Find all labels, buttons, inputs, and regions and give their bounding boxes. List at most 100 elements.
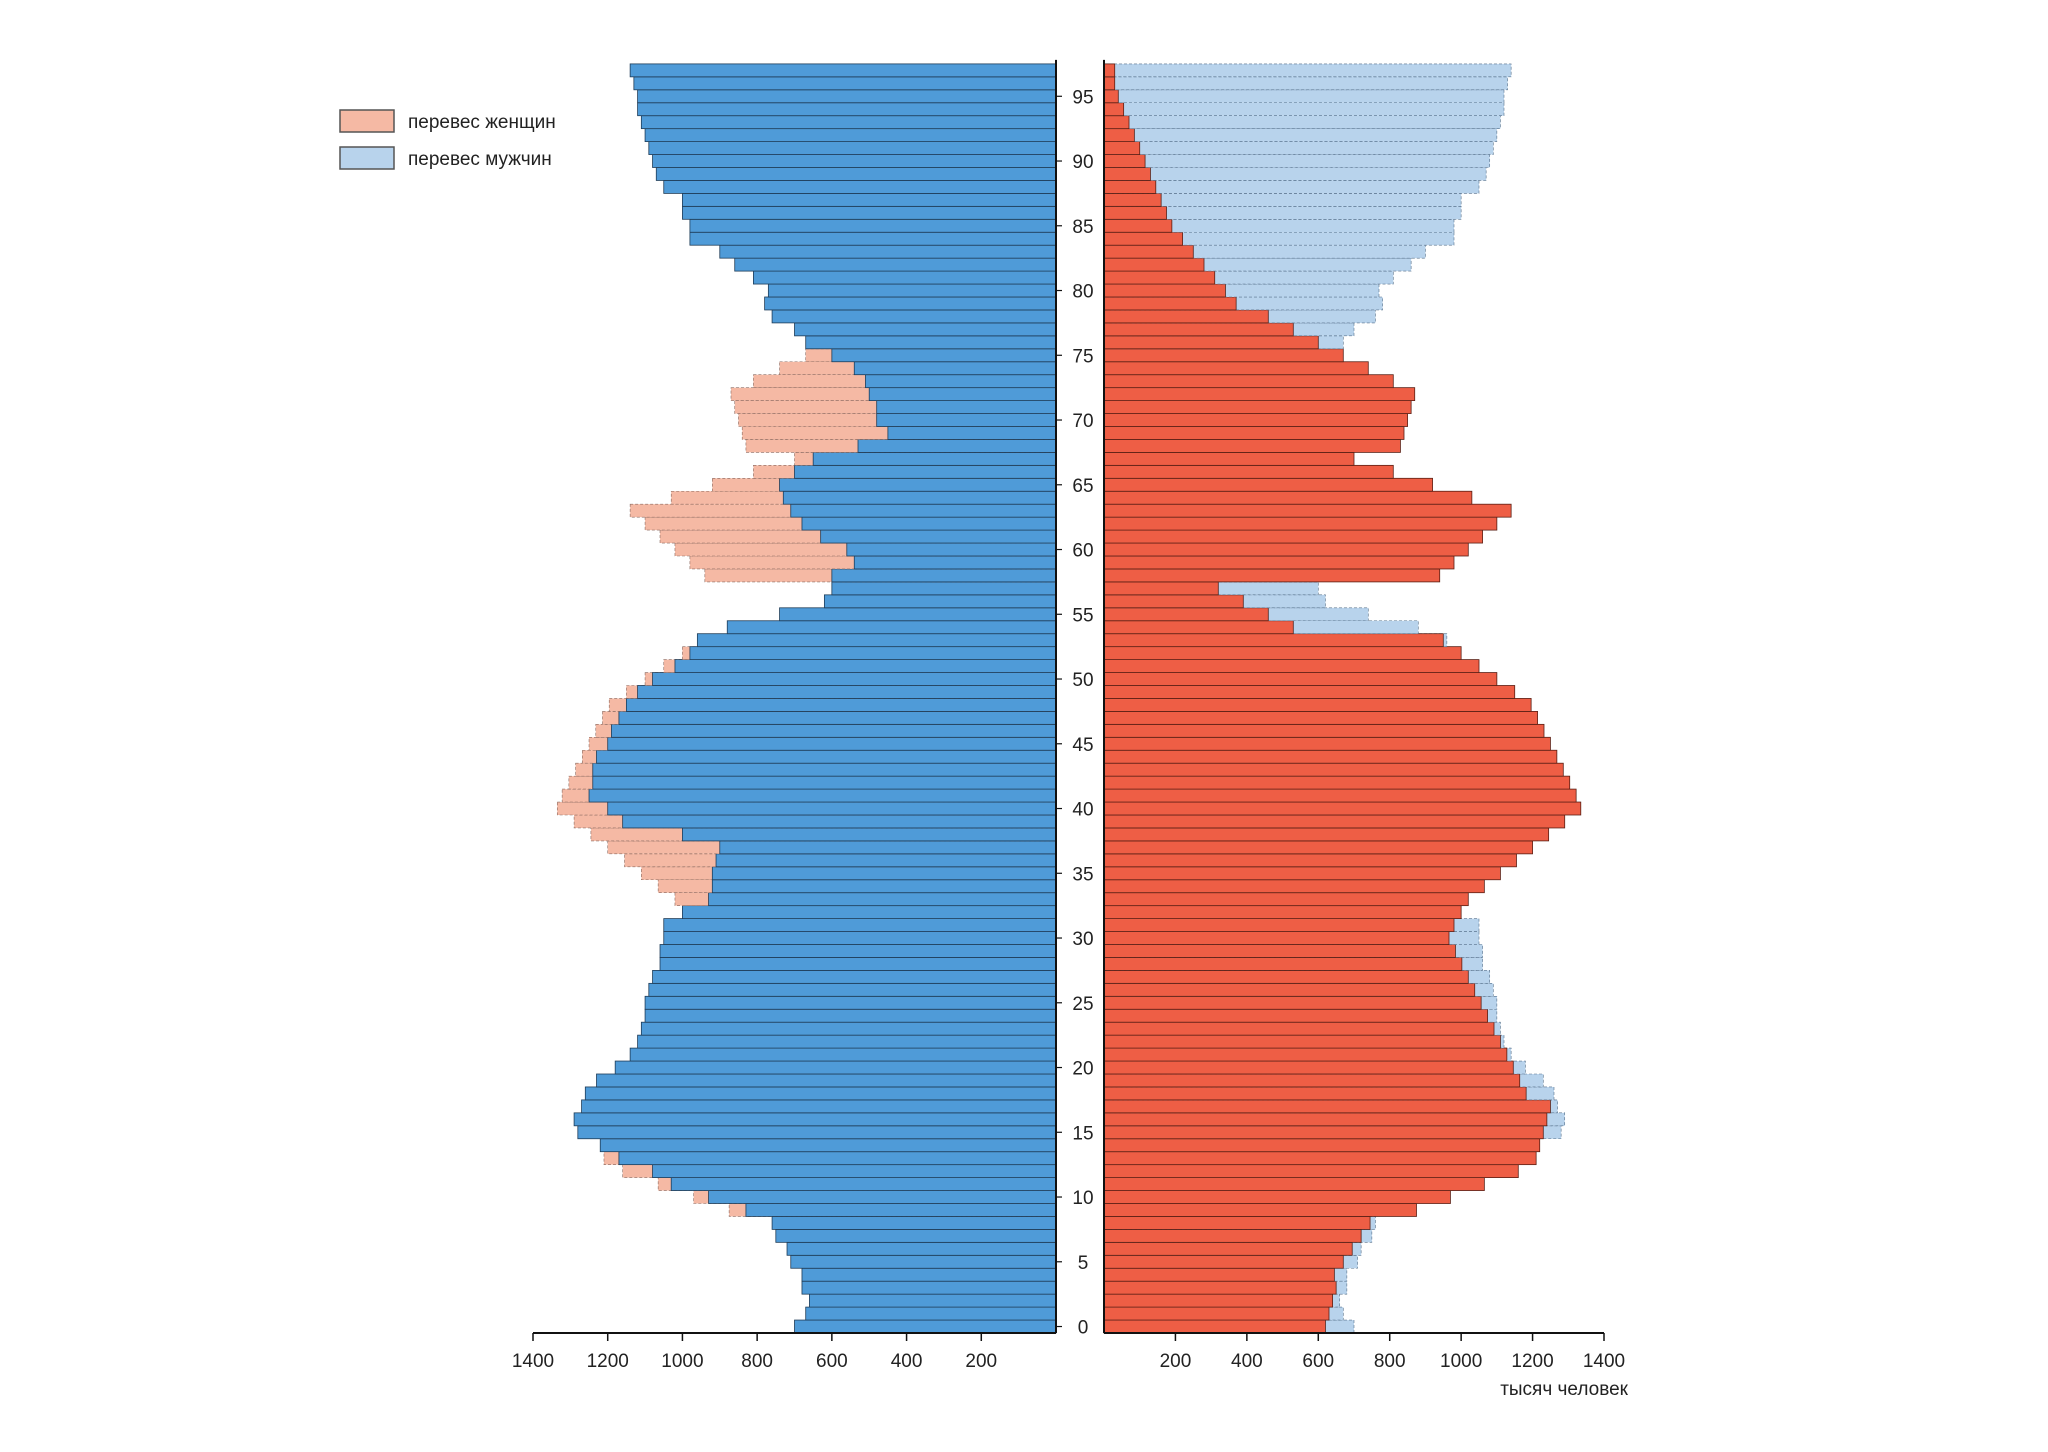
men-bar xyxy=(689,218,1057,233)
age-label: 95 xyxy=(1072,87,1093,108)
age-label: 45 xyxy=(1072,735,1093,756)
women-bar xyxy=(1103,1060,1514,1075)
women-bar xyxy=(1103,788,1577,803)
women-bar xyxy=(1103,1319,1326,1334)
men-bar xyxy=(637,89,1057,104)
age-label: 70 xyxy=(1072,411,1093,432)
men-excess-bar xyxy=(1103,76,1508,91)
x-tick-label-left: 600 xyxy=(816,1351,848,1372)
women-bar xyxy=(1103,477,1433,492)
women-bar xyxy=(1103,1216,1371,1230)
men-bar xyxy=(831,568,1057,583)
women-bars xyxy=(1103,63,1582,1334)
men-bar xyxy=(596,749,1057,764)
legend-swatch-men-excess xyxy=(339,146,395,170)
women-bar xyxy=(1103,995,1482,1010)
men-bar xyxy=(771,309,1057,324)
women-bar xyxy=(1103,1306,1330,1321)
age-label: 40 xyxy=(1072,800,1093,821)
men-bar xyxy=(719,840,1057,855)
men-bar xyxy=(790,1254,1057,1269)
men-bar xyxy=(794,1319,1057,1334)
x-tick-label-right: 200 xyxy=(1160,1351,1192,1372)
men-bar xyxy=(801,1267,1057,1282)
men-bar xyxy=(711,879,1057,894)
women-bar xyxy=(1103,400,1412,414)
men-bar xyxy=(689,646,1057,661)
women-bar xyxy=(1103,1177,1485,1191)
women-bar xyxy=(1103,749,1558,764)
men-bar xyxy=(682,205,1057,220)
men-bar xyxy=(812,451,1057,466)
men-excess-bar xyxy=(1103,128,1498,142)
women-bar xyxy=(1103,723,1545,738)
men-bar xyxy=(682,192,1057,207)
women-bar xyxy=(1103,387,1416,401)
x-tick-label-right: 1000 xyxy=(1440,1351,1482,1372)
women-bar xyxy=(1103,801,1582,816)
women-bar xyxy=(1103,1203,1417,1217)
women-bar xyxy=(1103,361,1369,376)
men-bar xyxy=(753,270,1057,285)
men-bar xyxy=(659,957,1057,971)
men-bar xyxy=(648,141,1057,155)
women-bar xyxy=(1103,1008,1488,1023)
women-bar xyxy=(1103,257,1205,272)
men-bar xyxy=(801,1280,1057,1295)
men-bar xyxy=(644,995,1057,1010)
men-bar xyxy=(629,1047,1057,1062)
women-bar xyxy=(1103,115,1130,130)
men-bar xyxy=(607,736,1057,751)
men-bar xyxy=(607,801,1057,816)
men-bar xyxy=(790,503,1057,518)
men-bar xyxy=(853,555,1057,570)
women-bar xyxy=(1103,775,1571,790)
age-label: 25 xyxy=(1072,994,1093,1015)
women-bar xyxy=(1103,296,1237,311)
women-bar xyxy=(1103,141,1141,155)
x-tick-label-left: 400 xyxy=(891,1351,923,1372)
women-bar xyxy=(1103,853,1517,868)
men-bar xyxy=(663,918,1057,932)
women-bar xyxy=(1103,1241,1353,1256)
age-label: 35 xyxy=(1072,864,1093,885)
men-bar xyxy=(652,1164,1057,1179)
men-bar xyxy=(876,413,1057,427)
women-bar xyxy=(1103,1254,1344,1269)
women-bar xyxy=(1103,866,1501,881)
women-bar xyxy=(1103,1151,1537,1166)
men-excess-bar xyxy=(1103,180,1480,194)
women-bar xyxy=(1103,76,1116,91)
women-bar xyxy=(1103,1047,1508,1062)
x-tick-label-right: 400 xyxy=(1231,1351,1263,1372)
men-bar xyxy=(637,685,1057,699)
women-bar xyxy=(1103,957,1463,971)
women-bar xyxy=(1103,322,1294,337)
men-bar xyxy=(857,439,1057,453)
women-bar xyxy=(1103,374,1394,389)
men-bar xyxy=(682,905,1057,920)
men-bar xyxy=(831,581,1057,596)
women-bar xyxy=(1103,918,1455,932)
women-bar xyxy=(1103,1190,1451,1204)
x-tick-label-left: 1400 xyxy=(512,1351,554,1372)
women-bar xyxy=(1103,879,1485,894)
men-bar xyxy=(715,853,1057,868)
women-bar xyxy=(1103,905,1462,920)
women-bar xyxy=(1103,840,1533,855)
men-bar xyxy=(637,102,1057,117)
men-bar xyxy=(775,1229,1057,1243)
men-bar xyxy=(767,283,1057,298)
men-bar xyxy=(682,827,1057,842)
women-bar xyxy=(1103,335,1319,350)
men-bar xyxy=(573,1112,1057,1127)
age-label: 75 xyxy=(1072,346,1093,367)
women-bar xyxy=(1103,464,1394,479)
women-bar xyxy=(1103,192,1162,207)
men-bar xyxy=(640,115,1057,130)
men-excess-bar xyxy=(1103,115,1501,129)
men-bar xyxy=(663,180,1057,194)
women-bar xyxy=(1103,762,1564,777)
women-bar xyxy=(1103,439,1401,453)
men-bar xyxy=(614,1060,1057,1075)
